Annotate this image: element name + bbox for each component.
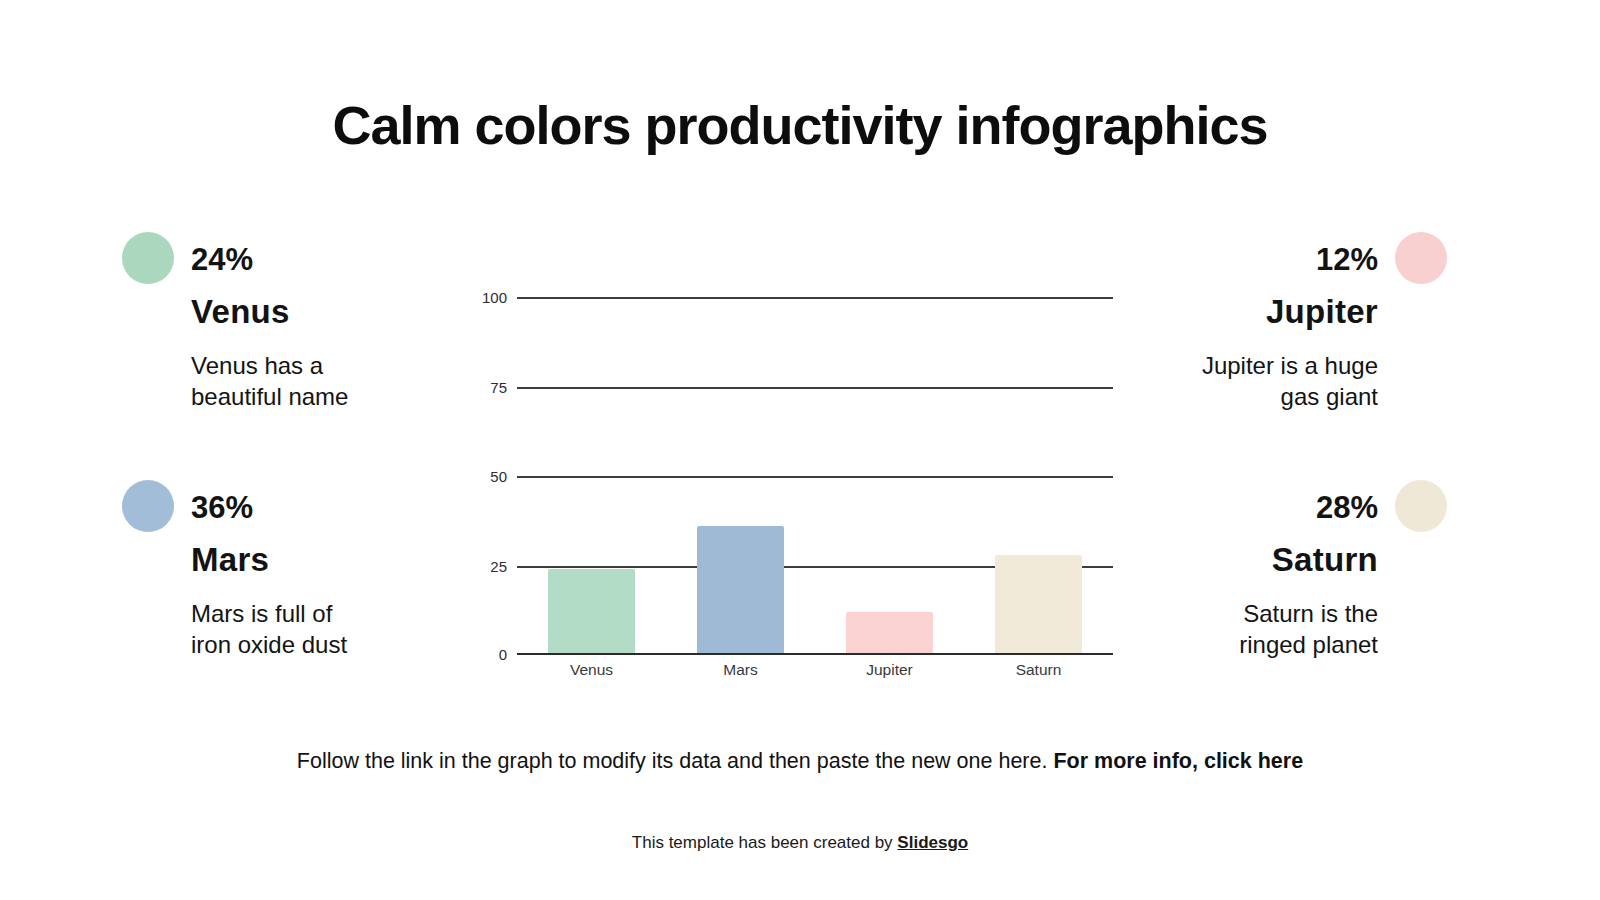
page-title: Calm colors productivity infographics (0, 94, 1600, 156)
x-tick-label-saturn: Saturn (964, 661, 1113, 679)
chart-plot-area: 0255075100VenusMarsJupiterSaturn (517, 297, 1113, 655)
saturn-percent: 28% (1239, 490, 1378, 526)
bar-mars (697, 526, 784, 655)
slidesgo-link[interactable]: Slidesgo (897, 833, 968, 852)
gridline-50 (517, 476, 1113, 478)
mars-percent: 36% (191, 490, 347, 526)
mars-description: Mars is full of iron oxide dust (191, 598, 347, 660)
y-tick-label-50: 50 (467, 468, 507, 485)
venus-percent: 24% (191, 242, 348, 278)
bar-saturn (995, 555, 1082, 655)
saturn-color-dot-icon (1395, 480, 1447, 532)
x-tick-label-mars: Mars (666, 661, 815, 679)
venus-label: Venus (191, 293, 348, 331)
jupiter-percent: 12% (1202, 242, 1378, 278)
gridline-0 (517, 653, 1113, 655)
credit-prefix: This template has been created by (632, 833, 898, 852)
bar-jupiter (846, 612, 933, 655)
gridline-75 (517, 387, 1113, 389)
instruction-regular: Follow the link in the graph to modify i… (297, 749, 1054, 773)
stat-mars: 36% Mars Mars is full of iron oxide dust (122, 480, 347, 660)
slide-canvas: Calm colors productivity infographics 24… (0, 0, 1600, 900)
y-tick-label-25: 25 (467, 557, 507, 574)
y-tick-label-0: 0 (467, 646, 507, 663)
gridline-100 (517, 297, 1113, 299)
jupiter-label: Jupiter (1202, 293, 1378, 331)
stat-venus: 24% Venus Venus has a beautiful name (122, 232, 348, 412)
more-info-link[interactable]: For more info, click here (1053, 749, 1303, 773)
stat-saturn: 28% Saturn Saturn is the ringed planet (1239, 480, 1447, 660)
venus-description: Venus has a beautiful name (191, 350, 348, 412)
mars-color-dot-icon (122, 480, 174, 532)
jupiter-color-dot-icon (1395, 232, 1447, 284)
mars-label: Mars (191, 541, 347, 579)
y-tick-label-75: 75 (467, 378, 507, 395)
saturn-label: Saturn (1239, 541, 1378, 579)
venus-color-dot-icon (122, 232, 174, 284)
x-tick-label-venus: Venus (517, 661, 666, 679)
saturn-description: Saturn is the ringed planet (1239, 598, 1378, 660)
y-tick-label-100: 100 (467, 289, 507, 306)
jupiter-description: Jupiter is a huge gas giant (1202, 350, 1378, 412)
bar-venus (548, 569, 635, 655)
bar-chart: 0255075100VenusMarsJupiterSaturn (517, 297, 1113, 655)
stat-jupiter: 12% Jupiter Jupiter is a huge gas giant (1202, 232, 1447, 412)
instruction-text: Follow the link in the graph to modify i… (0, 749, 1600, 774)
x-tick-label-jupiter: Jupiter (815, 661, 964, 679)
credit-text: This template has been created by Slides… (0, 833, 1600, 853)
